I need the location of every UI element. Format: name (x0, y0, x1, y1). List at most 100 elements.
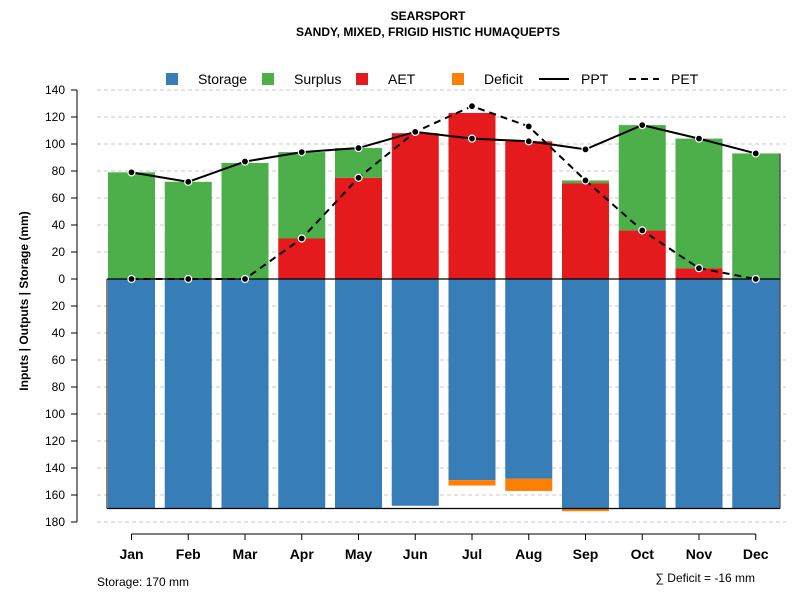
deficit-bar (562, 508, 609, 512)
pet-point (354, 173, 363, 182)
y-tick-label: 20 (52, 245, 66, 259)
y-tick-label: 60 (52, 191, 66, 205)
storage-bar (732, 279, 780, 509)
legend-label-surplus: Surplus (294, 71, 341, 87)
ppt-point (638, 120, 647, 130)
legend-swatch-aet (356, 73, 368, 85)
aet-bar (618, 230, 666, 279)
surplus-bar (335, 148, 382, 178)
x-tick-label: Aug (515, 546, 542, 562)
aet-bar (278, 238, 326, 279)
series-lines (127, 102, 760, 284)
y-tick-label: 40 (52, 218, 66, 232)
storage-bar (675, 279, 723, 509)
x-tick-label: Mar (233, 546, 258, 562)
storage-bar (278, 279, 326, 509)
ppt-point (354, 143, 363, 153)
pet-point (638, 226, 647, 235)
axes: 140 120 100 80 60 40 20 0 20 40 60 80 100 120 140 160 18… (45, 83, 781, 562)
x-tick-label: Jul (462, 546, 482, 562)
y-tick-label: 0 (58, 272, 65, 286)
ppt-point (240, 157, 250, 166)
x-tick-label: Feb (176, 546, 201, 562)
storage-bar (391, 279, 439, 506)
x-tick-label: Jan (119, 546, 143, 562)
storage-bar (505, 279, 553, 479)
ppt-point (467, 134, 477, 143)
ppt-point (184, 177, 193, 186)
y-tick-label: 160 (45, 488, 65, 502)
storage-bar (108, 279, 155, 509)
legend-swatch-deficit (452, 73, 464, 85)
storage-bar (448, 279, 496, 481)
storage-bar (562, 279, 609, 509)
pet-point (184, 274, 193, 284)
ppt-point (524, 137, 533, 146)
surplus-bar (675, 138, 723, 269)
y-tick-label: 180 (45, 515, 65, 529)
surplus-bar (278, 152, 326, 239)
storage-bar (335, 279, 382, 509)
x-tick-label: Nov (686, 546, 713, 562)
legend-label-deficit: Deficit (484, 71, 523, 87)
chart-subtitle: SANDY, MIXED, FRIGID HISTIC HUMAQUEPTS (296, 25, 560, 39)
storage-bar (618, 279, 666, 509)
legend-swatch-surplus (262, 73, 274, 85)
surplus-bar (164, 181, 212, 279)
aet-bar (675, 268, 723, 279)
ppt-point (297, 148, 306, 157)
y-tick-label: 80 (52, 380, 66, 394)
legend-label-aet: AET (388, 71, 416, 87)
chart-title: SEARSPORT (391, 9, 466, 23)
pet-point (581, 176, 590, 185)
pet-point (240, 274, 250, 284)
surplus-bar (108, 172, 155, 279)
deficit-bar (448, 480, 496, 486)
ppt-point (127, 168, 136, 177)
x-tick-label: Oct (631, 546, 655, 562)
aet-bar (562, 183, 609, 279)
deficit-bar (505, 478, 553, 491)
pet-point (297, 234, 306, 243)
legend-label-pet: PET (671, 71, 699, 87)
surplus-bar (221, 162, 269, 279)
y-tick-label: 60 (52, 353, 66, 367)
ppt-point (694, 134, 704, 143)
aet-bar (335, 177, 382, 279)
y-tick-label: 120 (45, 434, 65, 448)
pet-point (127, 274, 136, 284)
storage-footer: Storage: 170 mm (97, 575, 189, 589)
pet-point (751, 274, 760, 284)
y-tick-label: 120 (45, 110, 65, 124)
deficit-sum-footer: ∑ Deficit = -16 mm (655, 571, 755, 585)
pet-point (524, 122, 533, 131)
pet-point (411, 127, 420, 136)
pet-point (467, 102, 477, 111)
legend-label-storage: Storage (198, 71, 247, 87)
y-tick-label: 140 (45, 461, 65, 475)
ppt-point (751, 149, 760, 158)
surplus-bar (618, 125, 666, 231)
legend-label-ppt: PPT (581, 71, 609, 87)
y-tick-label: 20 (52, 299, 66, 313)
gridlines (97, 89, 786, 523)
x-tick-label: Dec (743, 546, 769, 562)
legend-swatch-storage (166, 73, 178, 85)
y-tick-label: 80 (52, 164, 66, 178)
x-tick-label: Apr (290, 546, 315, 562)
legend: Storage Surplus AET Deficit PPT PET (166, 71, 699, 87)
y-tick-label: 140 (45, 83, 65, 97)
storage-bar (164, 279, 212, 509)
aet-bar (505, 141, 553, 279)
y-axis-label: Inputs | Outputs | Storage (mm) (17, 211, 31, 390)
storage-bar (221, 279, 269, 509)
y-tick-label: 100 (45, 137, 65, 151)
ppt-line (131, 124, 757, 183)
pet-line (131, 105, 756, 280)
bars (108, 112, 780, 512)
surplus-bar (732, 153, 780, 279)
x-tick-label: May (345, 546, 372, 562)
pet-point (694, 264, 704, 273)
y-tick-label: 40 (52, 326, 66, 340)
